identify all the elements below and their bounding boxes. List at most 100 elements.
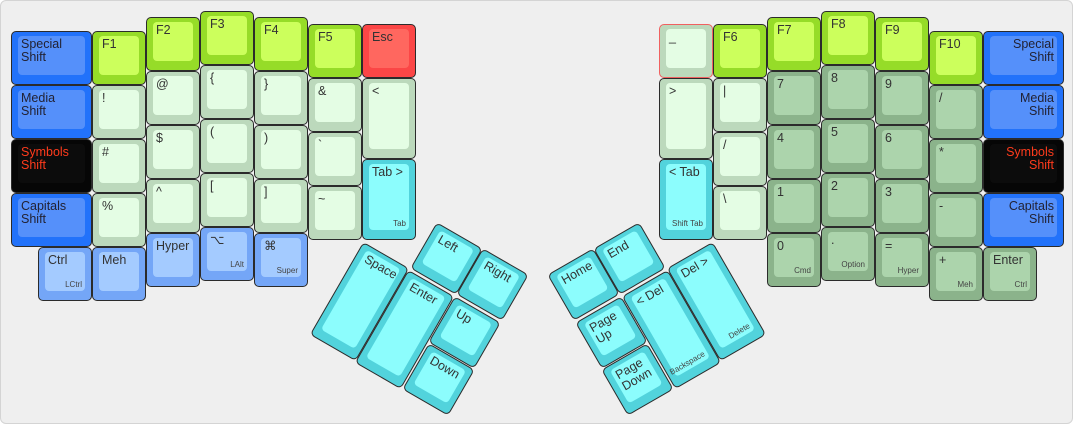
keycap: Symbols Shift [18, 144, 85, 183]
key-symbol[interactable]: $ [146, 125, 200, 179]
key-8[interactable]: 8 [821, 65, 875, 119]
key-symbol[interactable]: _ [659, 24, 713, 78]
key-label: ) [264, 131, 269, 145]
key-special-shift[interactable]: Special Shift [983, 31, 1064, 85]
key-f4[interactable]: F4 [254, 17, 308, 71]
key-symbol[interactable]: ` [308, 132, 362, 186]
key-symbol[interactable]: - [929, 193, 983, 247]
keycap: 9 [882, 76, 922, 115]
key-f7[interactable]: F7 [767, 17, 821, 71]
key-esc[interactable]: Esc [362, 24, 416, 78]
keycap: Media Shift [990, 90, 1057, 129]
key-label: Home [558, 257, 595, 287]
key-symbol[interactable]: ) [254, 125, 308, 179]
key-capitals-shift[interactable]: Capitals Shift [983, 193, 1064, 247]
key-symbol[interactable]: { [200, 65, 254, 119]
key-label: Tab > [372, 165, 403, 179]
key-symbol[interactable]: @ [146, 71, 200, 125]
key-ctrl[interactable]: Ctrl LCtrl [38, 247, 92, 301]
keycap: # [99, 144, 139, 183]
keycap: . Option [828, 232, 868, 271]
key-2[interactable]: 2 [821, 173, 875, 227]
key-symbol[interactable]: ] [254, 179, 308, 233]
key-symbol[interactable]: # [92, 139, 146, 193]
keycap: 2 [828, 178, 868, 217]
key-symbol[interactable]: % [92, 193, 146, 247]
key-symbol[interactable]: * [929, 139, 983, 193]
key-symbol[interactable]: ⌘ Super [254, 233, 308, 287]
key-0[interactable]: 0 Cmd [767, 233, 821, 287]
key-label: F9 [885, 23, 900, 37]
keycap: Enter Ctrl [990, 252, 1030, 291]
key-label: - [939, 199, 944, 213]
key-6[interactable]: 6 [875, 125, 929, 179]
key-meh[interactable]: Meh [92, 247, 146, 301]
key-symbol[interactable]: & [308, 78, 362, 132]
key-1[interactable]: 1 [767, 179, 821, 233]
key-symbol[interactable]: \ [713, 186, 767, 240]
key-symbol[interactable]: } [254, 71, 308, 125]
key-tab[interactable]: Tab > Tab [362, 159, 416, 240]
key-9[interactable]: 9 [875, 71, 929, 125]
key-symbol[interactable]: = Hyper [875, 233, 929, 287]
keycap: End [601, 229, 655, 283]
key-symbol[interactable]: ~ [308, 186, 362, 240]
key-label: Space [361, 251, 400, 282]
keycap: F9 [882, 22, 922, 61]
key-label: . [831, 233, 835, 247]
key-symbol[interactable]: > [659, 78, 713, 159]
key-label: 4 [777, 131, 784, 145]
keycap: F10 [936, 36, 976, 75]
key-sublabel: Hyper [897, 266, 919, 275]
key-label: ! [102, 91, 106, 105]
key-f1[interactable]: F1 [92, 31, 146, 85]
key-5[interactable]: 5 [821, 119, 875, 173]
key-f9[interactable]: F9 [875, 17, 929, 71]
key-label: F10 [939, 37, 961, 51]
key-f6[interactable]: F6 [713, 24, 767, 78]
key-tab[interactable]: < Tab Shift Tab [659, 159, 713, 240]
keycap: Special Shift [18, 36, 85, 75]
key-symbol[interactable]: | [713, 78, 767, 132]
key-symbol[interactable]: ⌥ LAlt [200, 227, 254, 281]
keycap: Right [466, 255, 520, 309]
key-sublabel: Tab [393, 219, 406, 228]
key-special-shift[interactable]: Special Shift [11, 31, 92, 85]
keycap: Ctrl LCtrl [45, 252, 85, 291]
keycap: F3 [207, 16, 247, 55]
key-label: Up [452, 305, 474, 327]
key-media-shift[interactable]: Media Shift [983, 85, 1064, 139]
key-label: F8 [831, 17, 846, 31]
key-symbol[interactable]: + Meh [929, 247, 983, 301]
key-hyper[interactable]: Hyper [146, 233, 200, 287]
key-f2[interactable]: F2 [146, 17, 200, 71]
key-symbols-shift[interactable]: Symbols Shift [983, 139, 1064, 193]
key-symbol[interactable]: . Option [821, 227, 875, 281]
key-symbol[interactable]: ^ [146, 179, 200, 233]
key-label: Media Shift [1019, 91, 1054, 118]
key-label: Left [434, 231, 461, 255]
key-enter[interactable]: Enter Ctrl [983, 247, 1037, 301]
key-4[interactable]: 4 [767, 125, 821, 179]
key-symbol[interactable]: / [713, 132, 767, 186]
key-capitals-shift[interactable]: Capitals Shift [11, 193, 92, 247]
key-f3[interactable]: F3 [200, 11, 254, 65]
key-media-shift[interactable]: Media Shift [11, 85, 92, 139]
key-symbol[interactable]: ! [92, 85, 146, 139]
key-symbols-shift[interactable]: Symbols Shift [11, 139, 92, 193]
key-7[interactable]: 7 [767, 71, 821, 125]
key-symbol[interactable]: / [929, 85, 983, 139]
key-symbol[interactable]: ( [200, 119, 254, 173]
key-label: Symbols Shift [21, 145, 69, 172]
key-f8[interactable]: F8 [821, 11, 875, 65]
key-symbol[interactable]: [ [200, 173, 254, 227]
key-label: ^ [156, 185, 162, 199]
key-f5[interactable]: F5 [308, 24, 362, 78]
key-symbol[interactable]: < [362, 78, 416, 159]
keycap: Hyper [153, 238, 193, 277]
key-label: Capitals Shift [21, 199, 67, 226]
key-label: < Tab [669, 165, 700, 179]
key-f10[interactable]: F10 [929, 31, 983, 85]
key-3[interactable]: 3 [875, 179, 929, 233]
key-label: 8 [831, 71, 838, 85]
